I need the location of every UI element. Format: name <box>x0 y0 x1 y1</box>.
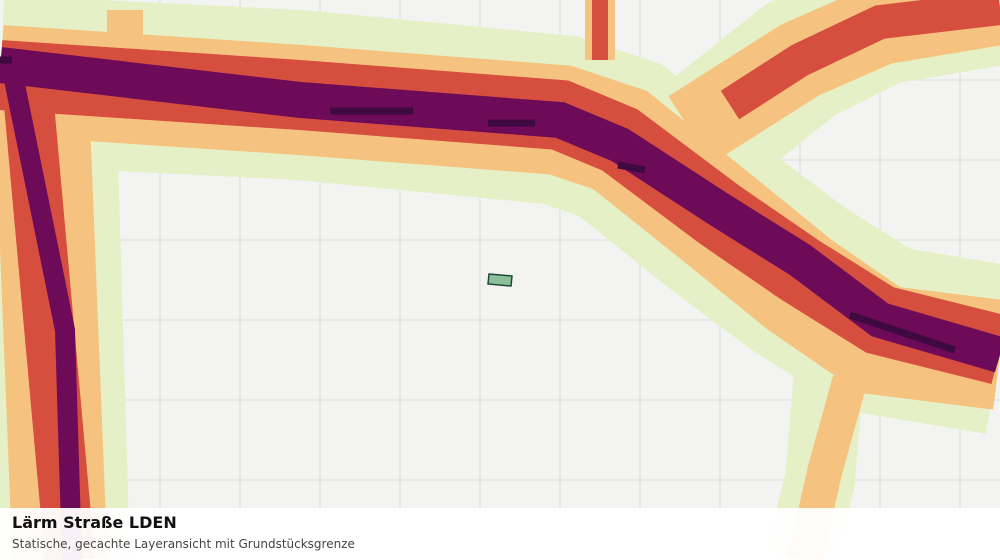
zone-main-road <box>0 47 1000 373</box>
map-subtitle: Statische, gecachte Layeransicht mit Gru… <box>12 537 355 551</box>
info-panel: Lärm Straße LDEN Statische, gecachte Lay… <box>0 508 1000 560</box>
noise-zone-very-high <box>0 47 1000 560</box>
zone-left-road <box>0 58 82 560</box>
zone-segment <box>848 311 957 354</box>
parcel-boundary[interactable] <box>487 273 513 287</box>
zone-upper-road <box>720 0 1000 120</box>
zone-segment <box>617 161 646 174</box>
noise-zone-extreme <box>0 56 957 354</box>
map-title: Lärm Straße LDEN <box>12 513 177 532</box>
